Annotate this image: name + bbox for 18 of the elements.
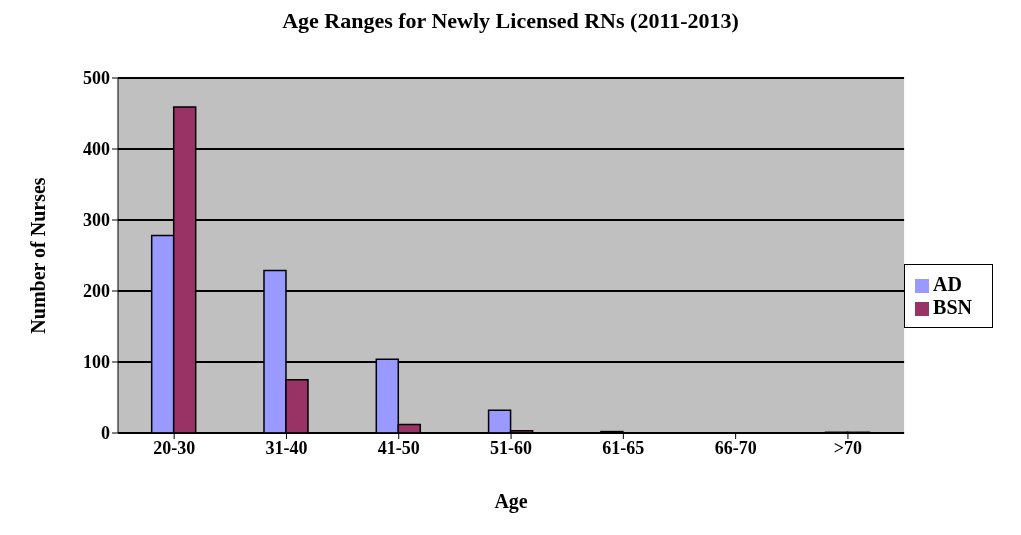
y-axis-title: Number of Nurses: [27, 177, 50, 334]
x-axis-title: Age: [494, 490, 528, 513]
chart-title: Age Ranges for Newly Licensed RNs (2011-2013): [281, 8, 740, 35]
x-tick-label: 66-70: [714, 437, 757, 458]
x-tick-label: 61-65: [602, 437, 645, 458]
x-tick-label: 51-60: [490, 437, 533, 458]
x-tick-label: 20-30: [153, 437, 196, 458]
y-tick-label: 400: [83, 139, 110, 160]
y-tick-label: 300: [83, 210, 110, 231]
x-tick-label: 31-40: [265, 437, 308, 458]
legend-label: AD: [933, 272, 962, 295]
x-tick-label: >70: [833, 437, 863, 458]
x-tick-label: 41-50: [377, 437, 420, 458]
y-tick-label: 100: [83, 352, 110, 373]
y-tick-label: 200: [83, 281, 110, 302]
y-tick-label: 0: [101, 423, 110, 444]
legend-label: BSN: [933, 295, 972, 318]
y-tick-label: 500: [83, 68, 110, 89]
